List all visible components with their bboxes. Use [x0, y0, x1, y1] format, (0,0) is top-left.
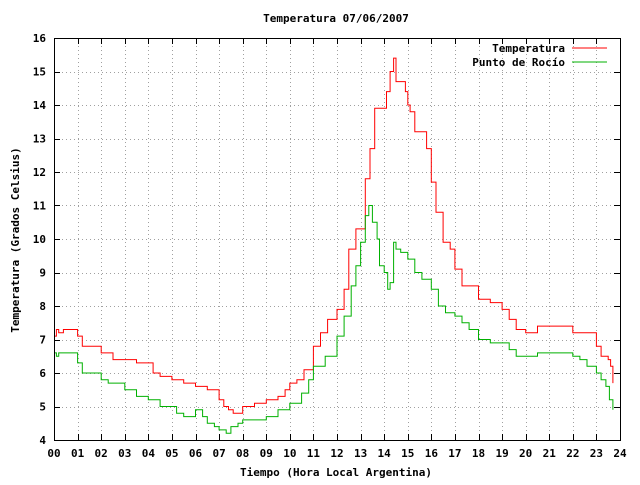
y-tick-label: 11 — [33, 200, 47, 213]
x-tick-label: 02 — [95, 447, 108, 460]
y-tick-label: 6 — [39, 367, 46, 380]
y-tick-label: 5 — [39, 401, 46, 414]
y-tick-label: 14 — [33, 99, 47, 112]
x-tick-label: 09 — [260, 447, 273, 460]
x-tick-label: 19 — [495, 447, 508, 460]
y-tick-label: 10 — [33, 233, 46, 246]
y-tick-label: 12 — [33, 166, 46, 179]
x-tick-label: 06 — [189, 447, 203, 460]
x-tick-label: 03 — [118, 447, 131, 460]
x-axis-title: Tiempo (Hora Local Argentina) — [240, 466, 432, 479]
y-tick-label: 13 — [33, 133, 46, 146]
x-tick-label: 08 — [236, 447, 249, 460]
y-tick-label: 16 — [33, 32, 47, 45]
axis-ticks — [54, 38, 621, 441]
grid-lines — [54, 38, 620, 440]
x-tick-label: 14 — [378, 447, 392, 460]
x-tick-label: 16 — [425, 447, 439, 460]
y-tick-labels: 4 5 6 7 8 9 10 11 12 13 14 15 16 — [33, 32, 47, 447]
legend: Temperatura Punto de Rocío — [472, 42, 607, 69]
x-tick-label: 10 — [283, 447, 296, 460]
x-tick-label: 21 — [543, 447, 557, 460]
y-tick-label: 7 — [39, 334, 46, 347]
x-tick-labels: 00 01 02 03 04 05 06 07 08 09 10 11 12 13 14 15 16 17 18 19… — [47, 447, 627, 460]
x-tick-label: 01 — [71, 447, 85, 460]
series-line-temperatura — [54, 57, 614, 414]
legend-label-punto-de-rocio: Punto de Rocío — [472, 56, 565, 69]
y-tick-label: 15 — [33, 66, 46, 79]
x-tick-label: 18 — [472, 447, 485, 460]
x-tick-label: 20 — [519, 447, 532, 460]
y-tick-label: 8 — [39, 300, 46, 313]
series-lines — [54, 57, 614, 434]
x-tick-label: 13 — [354, 447, 367, 460]
x-tick-label: 22 — [566, 447, 579, 460]
x-tick-label: 04 — [142, 447, 156, 460]
y-axis-title: Temperatura (Grados Celsius) — [9, 147, 22, 332]
x-tick-label: 07 — [212, 447, 225, 460]
x-tick-label: 15 — [401, 447, 414, 460]
legend-label-temperatura: Temperatura — [492, 42, 565, 55]
x-tick-label: 05 — [165, 447, 178, 460]
x-tick-label: 11 — [307, 447, 321, 460]
series-line-punto-de-rocio — [54, 205, 614, 434]
x-tick-label: 00 — [47, 447, 60, 460]
x-tick-label: 24 — [613, 447, 627, 460]
x-tick-label: 17 — [448, 447, 461, 460]
y-tick-label: 9 — [39, 267, 46, 280]
x-tick-label: 12 — [330, 447, 343, 460]
y-tick-label: 4 — [39, 434, 46, 447]
x-tick-label: 23 — [590, 447, 603, 460]
chart-title: Temperatura 07/06/2007 — [263, 12, 409, 25]
